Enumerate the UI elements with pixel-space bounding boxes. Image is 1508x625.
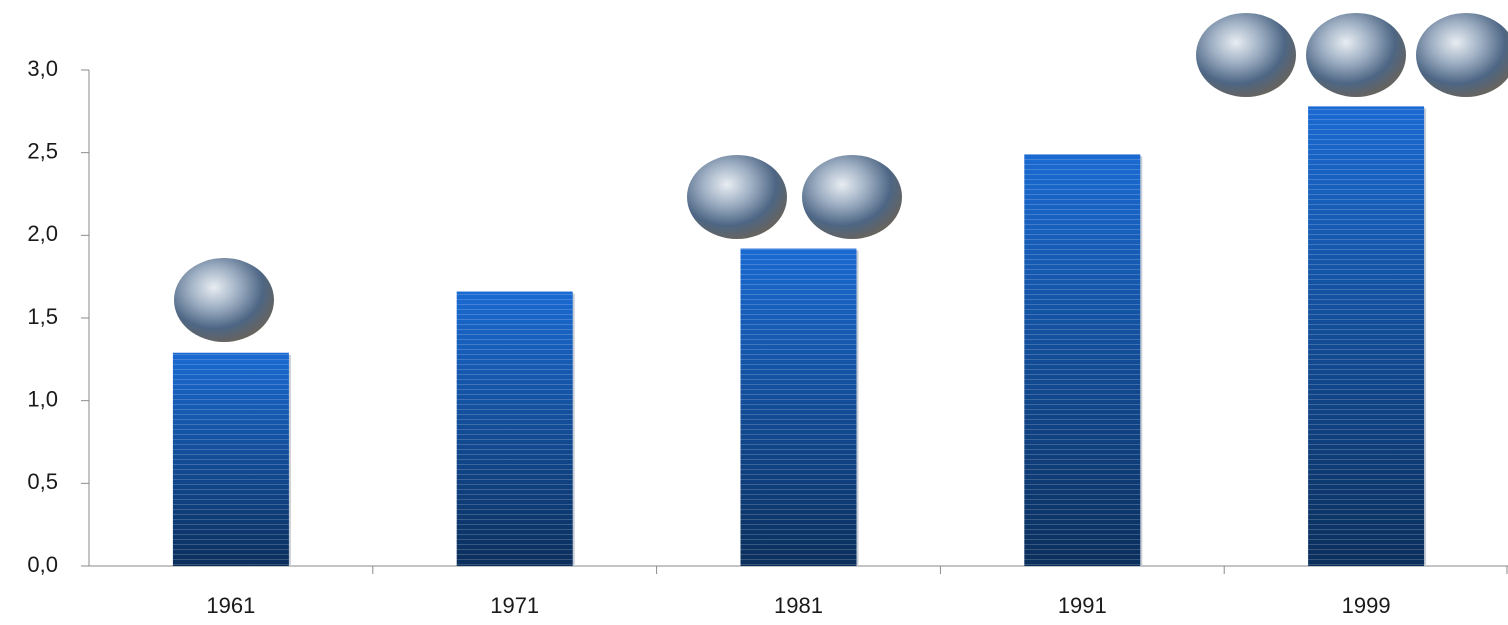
- globe-icon: [174, 258, 274, 342]
- y-tick-label: 0,5: [27, 469, 58, 494]
- bar-stripes: [1308, 106, 1425, 566]
- bar-stripes: [456, 291, 573, 566]
- x-tick-label: 1971: [490, 593, 539, 618]
- y-tick-label: 2,5: [27, 138, 58, 163]
- bar-stripes: [740, 248, 857, 566]
- bar-stripes: [172, 352, 289, 566]
- y-tick-label: 1,5: [27, 304, 58, 329]
- y-tick-label: 3,0: [27, 56, 58, 81]
- globe-icon: [1306, 13, 1406, 97]
- y-tick-label: 1,0: [27, 386, 58, 411]
- x-tick-label: 1991: [1058, 593, 1107, 618]
- bar-stripes: [1024, 154, 1141, 566]
- globes: [174, 13, 1508, 342]
- y-tick-label: 0,0: [27, 552, 58, 577]
- globe-icon: [1196, 13, 1296, 97]
- x-tick-label: 1999: [1342, 593, 1391, 618]
- globe-icon: [802, 155, 902, 239]
- globe-icon: [687, 155, 787, 239]
- x-tick-label: 1981: [774, 593, 823, 618]
- globe-icon: [1416, 13, 1508, 97]
- x-tick-label: 1961: [206, 593, 255, 618]
- y-tick-label: 2,0: [27, 221, 58, 246]
